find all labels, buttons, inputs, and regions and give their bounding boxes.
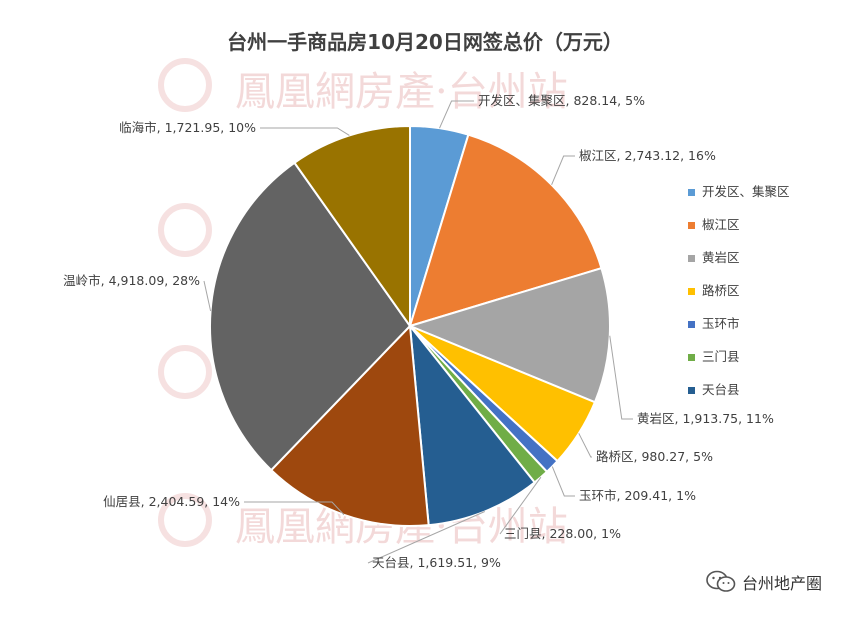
pie-slice-1 bbox=[408, 133, 603, 328]
legend-item-6: 天台县 bbox=[688, 382, 798, 415]
data-label-0: 开发区、集聚区, 828.14, 5% bbox=[478, 93, 645, 108]
leader-line-6 bbox=[367, 511, 485, 564]
legend-item-2: 黄岩区 bbox=[688, 250, 798, 283]
pie-slice-6 bbox=[408, 322, 537, 527]
data-label-5: 三门县, 228.00, 1% bbox=[504, 526, 621, 541]
footer-text: 台州地产圈 bbox=[741, 574, 822, 593]
leader-line-5 bbox=[499, 476, 542, 535]
chart-title: 台州一手商品房10月20日网签总价（万元） bbox=[227, 30, 623, 54]
legend-item-1: 椒江区 bbox=[688, 217, 798, 250]
data-label-3: 路桥区, 980.27, 5% bbox=[596, 449, 713, 464]
legend-swatch-6 bbox=[688, 387, 695, 394]
leader-line-4 bbox=[551, 466, 575, 497]
legend-item-3: 路桥区 bbox=[688, 283, 798, 316]
leader-line-9 bbox=[260, 127, 350, 136]
legend-swatch-0 bbox=[688, 189, 695, 196]
wechat-icon bbox=[706, 570, 736, 592]
data-label-2: 黄岩区, 1,913.75, 11% bbox=[637, 411, 774, 426]
legend-label-1: 椒江区 bbox=[702, 217, 740, 232]
legend-swatch-1 bbox=[688, 222, 695, 229]
legend-label-0: 开发区、集聚区 bbox=[702, 184, 790, 199]
leader-line-8 bbox=[203, 280, 212, 312]
legend-label-4: 玉环市 bbox=[702, 316, 740, 331]
legend-item-5: 三门县 bbox=[688, 349, 798, 382]
legend-swatch-4 bbox=[688, 321, 695, 328]
legend-item-4: 玉环市 bbox=[688, 316, 798, 349]
leader-line-7 bbox=[244, 501, 345, 516]
legend-label-3: 路桥区 bbox=[702, 283, 740, 298]
data-label-9: 临海市, 1,721.95, 10% bbox=[119, 120, 256, 135]
pie-slice-8 bbox=[209, 161, 412, 472]
data-label-8: 温岭市, 4,918.09, 28% bbox=[63, 273, 200, 288]
data-label-4: 玉环市, 209.41, 1% bbox=[579, 488, 696, 503]
legend-label-6: 天台县 bbox=[702, 382, 740, 397]
leader-line-2 bbox=[609, 335, 633, 420]
legend-swatch-3 bbox=[688, 288, 695, 295]
leader-line-0 bbox=[439, 100, 474, 129]
pie-slice-9 bbox=[293, 124, 411, 330]
legend-item-0: 开发区、集聚区 bbox=[688, 184, 798, 217]
data-label-1: 椒江区, 2,743.12, 16% bbox=[579, 148, 716, 163]
legend-label-2: 黄岩区 bbox=[702, 250, 740, 265]
legend-swatch-2 bbox=[688, 255, 695, 262]
data-label-6: 天台县, 1,619.51, 9% bbox=[372, 555, 501, 570]
footer-brand: 台州地产圈 bbox=[706, 570, 822, 594]
pie-slice-2 bbox=[407, 266, 611, 404]
leader-line-1 bbox=[551, 155, 575, 185]
legend-swatch-5 bbox=[688, 354, 695, 361]
leader-line-3 bbox=[578, 433, 592, 458]
data-label-7: 仙居县, 2,404.59, 14% bbox=[103, 494, 240, 509]
chart-legend: 开发区、集聚区 椒江区黄岩区路桥区玉环市三门县天台县 bbox=[688, 184, 798, 415]
legend-label-5: 三门县 bbox=[702, 349, 740, 364]
